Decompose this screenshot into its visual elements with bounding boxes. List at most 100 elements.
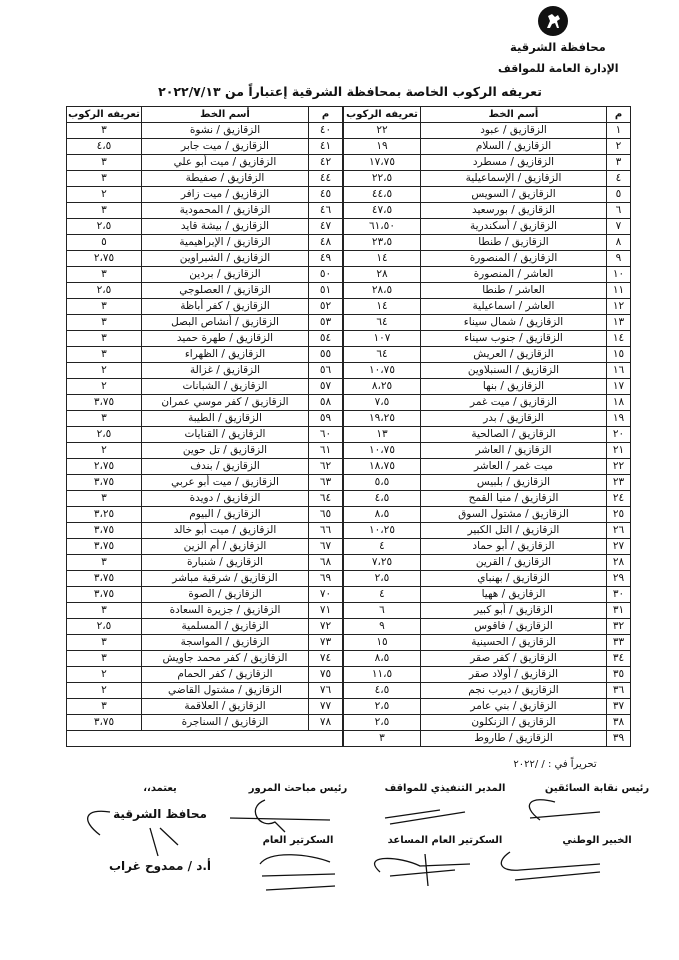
cell-line: الزقازيق / أنشاص البصل	[141, 314, 309, 331]
cell-fare: ٢٨	[343, 266, 421, 283]
table-row: ٢٤ الزقازيق / منيا القمح ٤،٥	[343, 490, 631, 507]
cell-fare: ٢،٥	[66, 426, 142, 443]
date-line: تحريراً في : / /٢٠٢٢	[513, 759, 597, 770]
cell-fare: ٣،٢٥	[66, 506, 142, 523]
cell-fare: ٨،٥	[343, 506, 421, 523]
signature-asst-secretary	[373, 853, 471, 887]
cell-line: ميت غمر / العاشر	[420, 458, 607, 475]
cell-num: ٧	[606, 218, 631, 235]
table-row: ٦٩ الزقازيق / شرقية مباشر ٣،٧٥	[66, 570, 343, 587]
sig-exec-director: المدير التنفيذي للمواقف	[384, 783, 506, 794]
cell-line: الزقازيق / ميت أبو علي	[141, 154, 309, 171]
cell-fare: ٧،٢٥	[343, 554, 421, 571]
col-num: م	[308, 106, 343, 123]
table-row: ٣٨ الزقازيق / الزنكلون ٢،٥	[343, 714, 631, 731]
cell-line: الزقازيق / الصوة	[141, 586, 309, 603]
cell-fare: ٣	[66, 346, 142, 363]
table-row: ٥٢ الزقازيق / كفر أباظة ٣	[66, 298, 343, 315]
cell-line: الزقازيق / بلبيس	[420, 474, 607, 491]
table-row: ٥٣ الزقازيق / أنشاص البصل ٣	[66, 314, 343, 331]
cell-fare: ٣،٧٥	[66, 474, 142, 491]
cell-fare: ٣	[66, 298, 142, 315]
cell-line: العاشر / اسماعيلية	[420, 298, 607, 315]
cell-fare: ١٣	[343, 426, 421, 443]
table-row: ٢٠ الزقازيق / الصالحية ١٣	[343, 426, 631, 443]
cell-line: الزقازيق / العلاقمة	[141, 698, 309, 715]
cell-fare: ١٨،٧٥	[343, 458, 421, 475]
cell-fare: ٢	[66, 666, 142, 683]
cell-line: الزقازيق / العريش	[420, 346, 607, 363]
table-row: ٤٤ الزقازيق / صفيطة ٣	[66, 170, 343, 187]
cell-line: الزقازيق / القنايات	[141, 426, 309, 443]
cell-fare: ٢،٥	[343, 570, 421, 587]
cell-num: ٥٩	[308, 410, 343, 427]
cell-fare: ٣	[66, 330, 142, 347]
cell-line: الزقازيق / الشبراوين	[141, 250, 309, 267]
table-row: ٢٣ الزقازيق / بلبيس ٥،٥	[343, 474, 631, 491]
cell-line: الزقازيق / ميت أبو خالد	[141, 522, 309, 539]
cell-fare: ١٤	[343, 298, 421, 315]
cell-fare: ٢	[66, 378, 142, 395]
cell-line: الزقازيق / أبو حماد	[420, 538, 607, 555]
cell-line: الزقازيق / المسلمية	[141, 618, 309, 635]
cell-num: ٦٧	[308, 538, 343, 555]
cell-fare: ٦٤	[343, 346, 421, 363]
sig-drivers-union: رئيس نقابة السائقين	[544, 783, 650, 794]
empty-row	[66, 730, 343, 747]
cell-line: الزقازيق / بهنباي	[420, 570, 607, 587]
cell-line: الزقازيق / السلام	[420, 138, 607, 155]
cell-num: ٢	[606, 138, 631, 155]
cell-fare: ٣	[66, 650, 142, 667]
cell-line: الزقازيق / طاروط	[420, 730, 607, 747]
cell-num: ٥٨	[308, 394, 343, 411]
fares-table-left: م أسم الخط تعريفه الركوب ٤٠ الزقازيق / نش…	[66, 106, 343, 747]
signature-exec-director	[384, 809, 466, 825]
cell-line: الزقازيق / بردين	[141, 266, 309, 283]
cell-num: ١٢	[606, 298, 631, 315]
cell-num: ٦٥	[308, 506, 343, 523]
cell-num: ٧٤	[308, 650, 343, 667]
cell-num: ٥٢	[308, 298, 343, 315]
cell-line: الزقازيق / طهرة حميد	[141, 330, 309, 347]
cell-fare: ١٠٧	[343, 330, 421, 347]
table-row: ٦٦ الزقازيق / ميت أبو خالد ٣،٧٥	[66, 522, 343, 539]
cell-fare: ٦	[343, 602, 421, 619]
empty-cell	[66, 730, 343, 747]
cell-fare: ٤	[343, 538, 421, 555]
cell-fare: ٣	[66, 698, 142, 715]
table-row: ٥٩ الزقازيق / الطيبة ٣	[66, 410, 343, 427]
cell-num: ٥٤	[308, 330, 343, 347]
table-row: ٤٢ الزقازيق / ميت أبو علي ٣	[66, 154, 343, 171]
cell-num: ٥	[606, 186, 631, 203]
cell-num: ٢٣	[606, 474, 631, 491]
cell-line: الزقازيق / بنها	[420, 378, 607, 395]
cell-fare: ٤٤،٥	[343, 186, 421, 203]
table-row: ٣٠ الزقازيق / ههيا ٤	[343, 586, 631, 603]
cell-fare: ٣	[66, 410, 142, 427]
table-row: ١٣ الزقازيق / شمال سيناء ٦٤	[343, 314, 631, 331]
cell-line: الزقازيق / شمال سيناء	[420, 314, 607, 331]
col-line: أسم الخط	[420, 106, 607, 123]
cell-line: الزقازيق / الظهراء	[141, 346, 309, 363]
table-row: ٥٥ الزقازيق / الظهراء ٣	[66, 346, 343, 363]
cell-fare: ١٠،٢٥	[343, 522, 421, 539]
cell-fare: ٥،٥	[343, 474, 421, 491]
table-row: ٦٠ الزقازيق / القنايات ٢،٥	[66, 426, 343, 443]
cell-num: ٣	[606, 154, 631, 171]
table-row: ٧١ الزقازيق / جزيرة السعادة ٣	[66, 602, 343, 619]
cell-num: ٥٦	[308, 362, 343, 379]
cell-num: ٦٦	[308, 522, 343, 539]
cell-fare: ٣،٧٥	[66, 714, 142, 731]
table-row: ٧٦ الزقازيق / مشتول القاضي ٢	[66, 682, 343, 699]
cell-line: الزقازيق / الطيبة	[141, 410, 309, 427]
cell-num: ٢٥	[606, 506, 631, 523]
cell-num: ١٥	[606, 346, 631, 363]
table-row: ١٠ العاشر / المنصورة ٢٨	[343, 266, 631, 283]
cell-line: الزقازيق / تل حوين	[141, 442, 309, 459]
cell-num: ٥١	[308, 282, 343, 299]
cell-line: الزقازيق / الإسماعيلية	[420, 170, 607, 187]
table-row: ٤٠ الزقازيق / نشوة ٣	[66, 122, 343, 139]
cell-line: الزقازيق / الحسينية	[420, 634, 607, 651]
cell-num: ٤٠	[308, 122, 343, 139]
cell-line: الزقازيق / أسكندرية	[420, 218, 607, 235]
